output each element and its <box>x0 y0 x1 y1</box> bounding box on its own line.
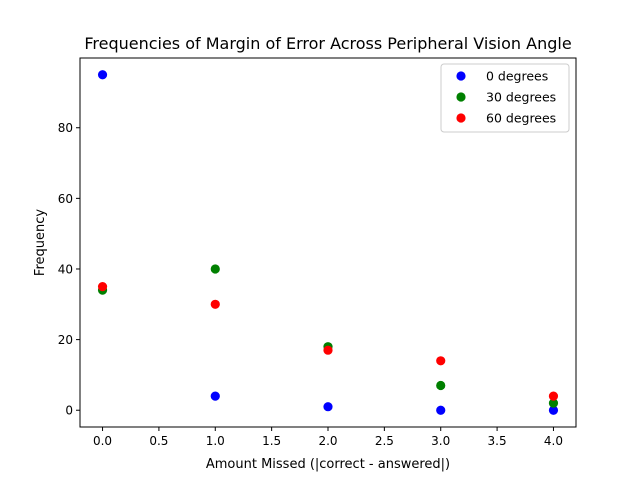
x-tick-label: 3.5 <box>488 434 507 448</box>
legend-marker <box>456 113 466 123</box>
y-tick-label: 0 <box>65 404 73 418</box>
data-point-series-1 <box>436 380 446 391</box>
legend-box <box>440 63 570 133</box>
x-tick-label: 2.0 <box>318 434 337 448</box>
legend-entry-label: 0 degrees <box>486 69 548 84</box>
x-tick-label: 3.0 <box>431 434 450 448</box>
y-tick-label: 80 <box>58 121 73 135</box>
data-point-series-0 <box>548 405 559 415</box>
x-tick-label: 1.5 <box>262 434 281 448</box>
data-point-series-1 <box>548 398 559 408</box>
x-tick-label: 0.0 <box>93 434 112 448</box>
data-point-series-2 <box>436 356 446 366</box>
x-tick-label: 0.5 <box>149 434 168 448</box>
x-tick-label: 1.0 <box>206 434 225 448</box>
data-point-series-2 <box>548 391 559 401</box>
data-point-series-2 <box>97 282 108 292</box>
x-axis-ticks: 0.0 0.5 1.0 1.5 2.0 2.5 3.0 3.5 4.0 <box>93 427 563 448</box>
legend-marker <box>456 71 466 81</box>
y-tick-label: 20 <box>58 333 73 347</box>
legend-marker <box>456 92 466 102</box>
legend: 0 degrees 30 degrees 60 degrees <box>440 63 570 133</box>
chart-title: Frequencies of Margin of Error Across Pe… <box>84 34 571 53</box>
y-axis-label: Frequency <box>33 209 48 276</box>
data-point-series-1 <box>210 264 220 274</box>
data-point-series-2 <box>210 299 220 309</box>
x-tick-label: 2.5 <box>375 434 394 448</box>
x-axis-label: Amount Missed (|correct - answered|) <box>206 457 450 472</box>
x-tick-label: 4.0 <box>544 434 563 448</box>
legend-entry-label: 60 degrees <box>486 111 556 126</box>
legend-entry-label: 30 degrees <box>486 90 556 105</box>
data-point-series-0 <box>97 70 108 80</box>
y-tick-label: 60 <box>58 192 73 206</box>
data-point-series-2 <box>323 345 333 355</box>
y-axis-ticks: 0 20 40 60 80 <box>58 121 80 418</box>
data-point-series-0 <box>323 402 333 412</box>
y-tick-label: 40 <box>58 262 73 276</box>
data-point-series-0 <box>210 391 220 401</box>
data-point-series-0 <box>436 405 446 415</box>
data-points <box>97 70 559 415</box>
